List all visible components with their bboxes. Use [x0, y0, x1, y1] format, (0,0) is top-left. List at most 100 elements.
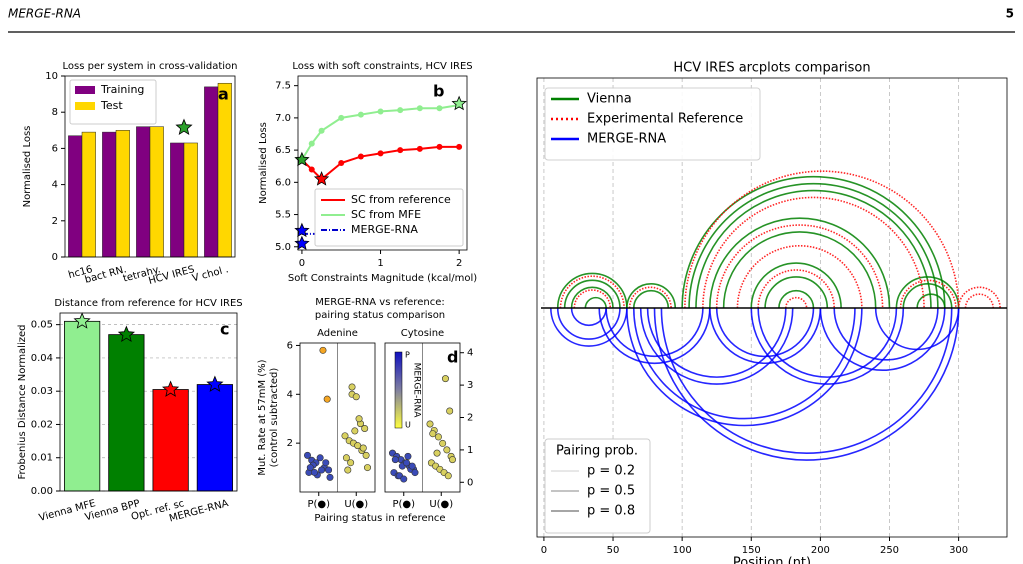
page-number: 5: [1006, 7, 1014, 21]
y-tick-label: 4: [287, 389, 293, 400]
bar: [108, 334, 145, 492]
y-tick-label: 2: [287, 438, 293, 449]
point: [456, 143, 463, 150]
point: [318, 466, 326, 474]
arc: [688, 183, 939, 309]
legend-label: Test: [100, 99, 123, 112]
arc: [757, 269, 836, 309]
bar: [115, 130, 130, 258]
arc: [570, 307, 607, 327]
arc: [722, 231, 877, 309]
x-tick-label: V chol .: [191, 264, 230, 284]
y-tick-label: 0.04: [31, 353, 53, 364]
y-tick-label: 6.5: [275, 145, 291, 156]
star-marker: [451, 95, 467, 111]
arc: [570, 286, 614, 309]
point: [348, 383, 356, 391]
legend-label: p = 0.5: [587, 484, 635, 499]
x-tick-label: U(●): [429, 499, 453, 510]
series-line: [301, 104, 460, 161]
point: [306, 464, 314, 472]
point: [311, 468, 319, 476]
legend-swatch: [75, 102, 95, 110]
y-axis-label: Mut. Rate at 57mM (%): [257, 359, 268, 475]
arc: [708, 217, 891, 309]
arc: [736, 244, 863, 309]
arc: [750, 262, 842, 309]
arc: [695, 189, 932, 309]
x-tick-label: 50: [607, 545, 620, 556]
star-marker: [294, 235, 310, 251]
point: [347, 459, 355, 467]
point: [351, 427, 359, 435]
running-title: MERGE-RNA: [8, 7, 81, 21]
point: [441, 375, 449, 383]
point: [362, 451, 370, 459]
point: [443, 446, 451, 454]
point: [448, 456, 456, 464]
bar: [102, 131, 117, 258]
x-tick-label: 0: [299, 258, 305, 269]
arc: [916, 293, 946, 309]
point: [342, 454, 350, 462]
point: [318, 127, 325, 134]
arc: [605, 307, 704, 357]
legend-label: SC from reference: [351, 193, 451, 206]
arc: [715, 307, 815, 358]
x-tick-label: U(●): [344, 499, 368, 510]
point: [416, 145, 423, 152]
y-axis-label: Normalised Loss: [258, 122, 269, 204]
panel-label: c: [220, 320, 229, 339]
point: [439, 439, 447, 447]
y-tick-label: 0.01: [31, 453, 53, 464]
y-tick-label: 0: [52, 252, 58, 263]
legend-box: [544, 87, 761, 161]
y-tick-label: 7.0: [275, 113, 291, 124]
y-tick-label: 2: [52, 216, 58, 227]
y-tick-label: 8: [52, 107, 58, 118]
chart-title: Loss per system in cross-validation: [62, 61, 237, 72]
plot-frame: [59, 312, 238, 492]
plot-frame: [384, 342, 461, 493]
arc: [646, 307, 787, 378]
arc: [681, 176, 946, 309]
star-marker: [162, 380, 180, 397]
y-tick-label: 2: [467, 413, 473, 424]
y-axis-label: Normalised Loss: [22, 126, 33, 208]
colorbar-tick: U: [405, 421, 411, 430]
point: [434, 433, 442, 441]
bar: [149, 126, 164, 258]
arc: [563, 279, 621, 309]
arc: [632, 307, 856, 420]
colorbar: [394, 351, 403, 429]
arc: [702, 196, 925, 309]
y-tick-label: 0.05: [31, 320, 53, 331]
arc: [660, 307, 953, 454]
x-tick-label: P(●): [392, 499, 415, 510]
arc: [957, 286, 1001, 309]
star-marker: [117, 325, 135, 342]
legend-title: Pairing prob.: [556, 444, 638, 459]
legend-label: MERGE-RNA: [587, 132, 666, 147]
x-tick-label: 250: [880, 545, 899, 556]
point: [359, 444, 367, 452]
point: [377, 150, 384, 157]
point: [341, 432, 349, 440]
series-line: [301, 145, 460, 181]
panel-label: a: [218, 85, 229, 104]
point: [397, 107, 404, 114]
legend-label: p = 0.8: [587, 504, 635, 519]
point: [303, 451, 311, 459]
bar: [68, 135, 83, 258]
arc: [764, 276, 829, 309]
x-tick-label: 300: [949, 545, 968, 556]
point: [446, 407, 454, 415]
point: [316, 454, 324, 462]
legend-box: [544, 438, 651, 534]
plot-frame: [64, 75, 236, 258]
arc: [550, 307, 628, 347]
arc: [556, 272, 628, 309]
bar: [217, 82, 232, 258]
arc: [778, 289, 815, 309]
